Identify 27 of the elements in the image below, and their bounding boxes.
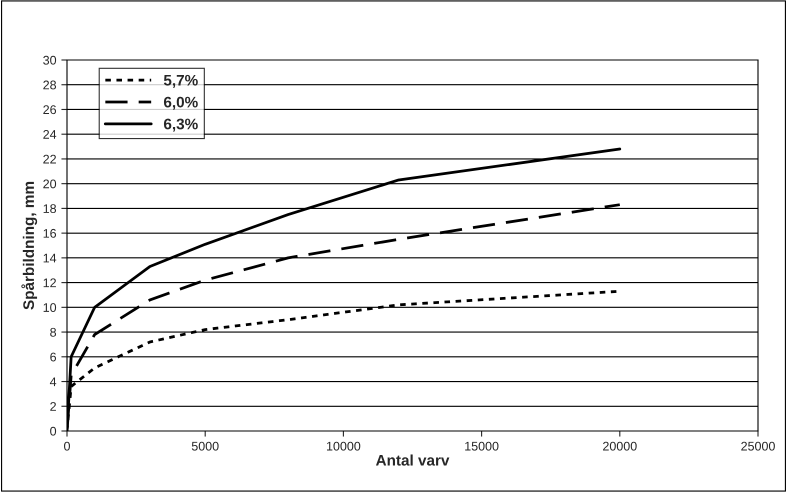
y-tick-label: 24 <box>43 130 56 139</box>
legend-label: 6,0% <box>164 96 198 110</box>
y-tick-label: 22 <box>43 154 56 164</box>
legend-label: 5,7% <box>164 74 198 88</box>
y-tick-label: 20 <box>43 179 56 188</box>
x-tick-label: 25000 <box>741 442 775 451</box>
y-tick-label: 4 <box>50 377 56 386</box>
y-tick-label: 30 <box>43 56 56 65</box>
x-tick-label: 10000 <box>326 442 360 451</box>
y-tick-label: 0 <box>50 426 56 436</box>
legend-label: 6,3% <box>164 118 198 132</box>
x-tick-label: 15000 <box>465 442 498 451</box>
y-tick-label: 18 <box>44 204 56 214</box>
x-axis-title: Antal varv <box>376 454 450 466</box>
x-tick-label: 0 <box>64 442 70 451</box>
y-tick-label: 12 <box>44 278 56 288</box>
x-tick-label: 20000 <box>603 442 637 451</box>
y-tick-label: 26 <box>43 105 56 114</box>
y-axis-title: Spårbildning, mm <box>21 182 38 310</box>
y-tick-label: 8 <box>50 328 56 337</box>
y-tick-label: 28 <box>43 80 56 90</box>
y-tick-label: 2 <box>50 402 56 411</box>
y-tick-label: 6 <box>50 352 56 362</box>
y-tick-label: 16 <box>44 228 56 238</box>
y-tick-label: 10 <box>44 303 56 312</box>
x-tick-label: 5000 <box>192 442 219 451</box>
y-tick-label: 14 <box>44 254 56 262</box>
